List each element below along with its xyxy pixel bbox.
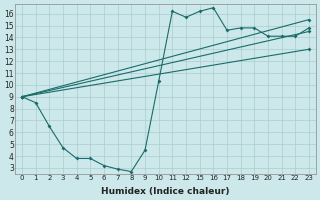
- X-axis label: Humidex (Indice chaleur): Humidex (Indice chaleur): [101, 187, 230, 196]
